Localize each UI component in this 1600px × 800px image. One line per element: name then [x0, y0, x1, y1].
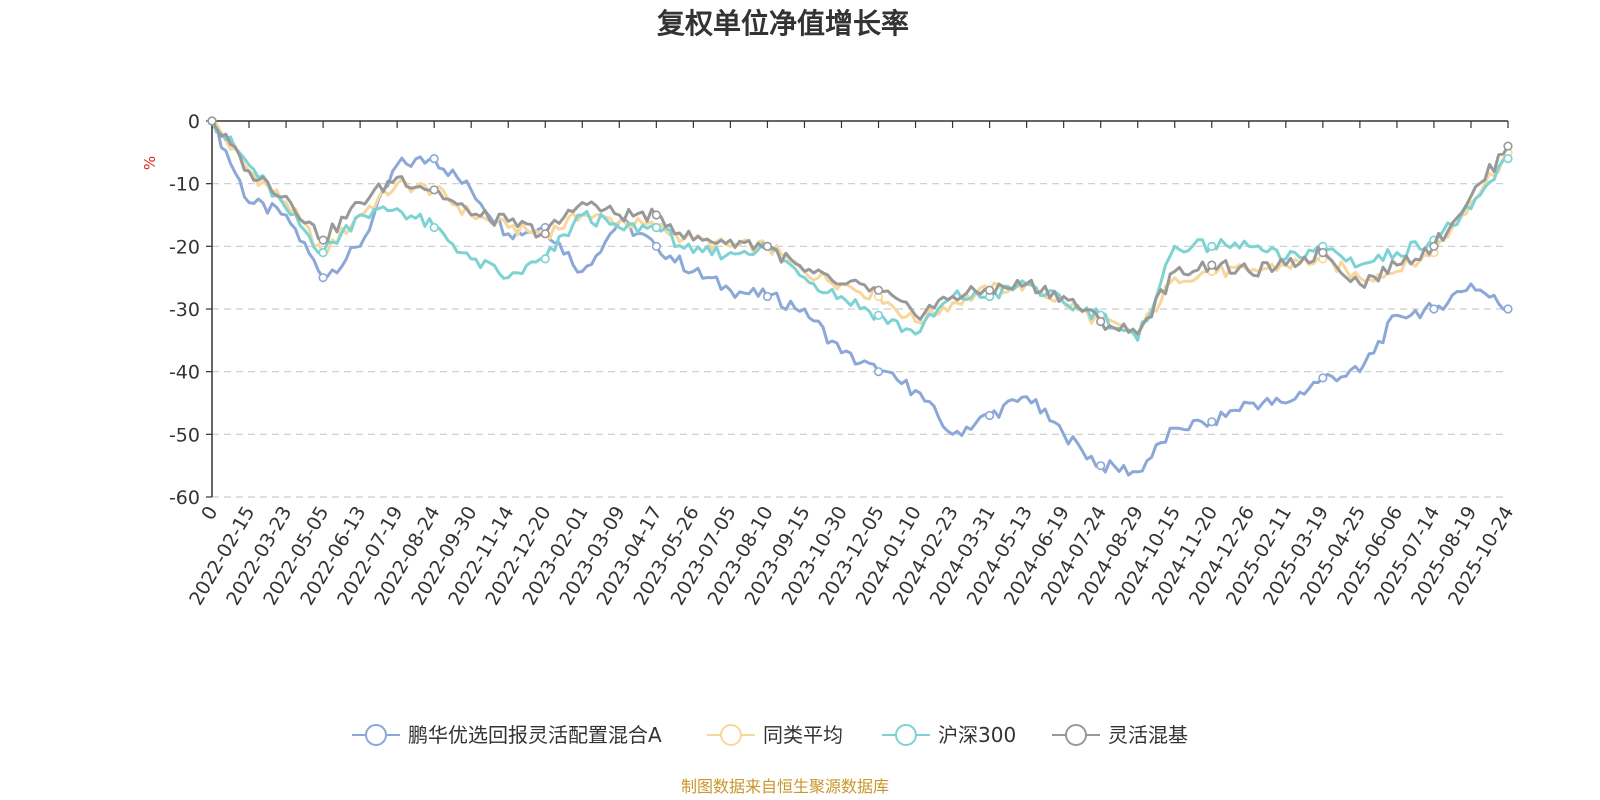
series-3-point-21	[984, 285, 995, 295]
legend-item-3[interactable]: 灵活混基	[1052, 723, 1188, 747]
series-2-point-35	[1503, 154, 1513, 164]
series-3-point-30	[1318, 248, 1328, 258]
series-0-point-15	[762, 291, 773, 302]
y-axis-unit: %	[141, 156, 159, 170]
legend-label-0: 鹏华优选回报灵活配置混合A	[408, 723, 662, 747]
y-tick-label-3: -30	[169, 299, 200, 321]
series-3-point-18	[873, 285, 884, 295]
legend-label-2: 沪深300	[938, 723, 1016, 747]
series-line-2	[210, 120, 1509, 342]
y-tick-label-1: -10	[169, 174, 200, 196]
source-note: 制图数据来自恒生聚源数据库	[681, 777, 889, 796]
y-tick-label-6: -60	[169, 487, 200, 509]
legend-marker-1	[720, 724, 742, 746]
series-0	[207, 116, 1513, 477]
x-tick-label-0: 0	[197, 503, 222, 524]
series-3-point-24	[1096, 316, 1106, 327]
legend-item-2[interactable]: 沪深300	[882, 723, 1016, 747]
series-3-point-15	[762, 241, 773, 251]
series-2-point-18	[873, 310, 884, 320]
legend-marker-2	[895, 724, 917, 746]
series-3-point-6	[429, 185, 439, 195]
grid-lines	[212, 183, 1508, 498]
series-2	[207, 116, 1513, 342]
series-2-point-3	[318, 248, 328, 258]
y-tick-label-4: -40	[169, 362, 200, 384]
series-3-point-35	[1503, 141, 1513, 151]
x-tick-labels: 02022-02-152022-03-232022-05-052022-06-1…	[185, 503, 1518, 610]
series-0-point-12	[651, 241, 661, 251]
series-lines	[207, 116, 1513, 477]
axes	[206, 120, 1509, 498]
legend-item-1[interactable]: 同类平均	[707, 723, 843, 747]
series-0-point-24	[1096, 461, 1106, 471]
series-0-point-33	[1429, 304, 1439, 314]
series-2-point-12	[651, 222, 661, 233]
series-3-point-27	[1207, 260, 1217, 270]
series-0-point-18	[873, 367, 884, 377]
series-3-point-12	[651, 210, 661, 220]
series-line-1	[211, 119, 1510, 336]
series-2-point-6	[429, 222, 439, 233]
series-2-point-27	[1207, 241, 1217, 251]
series-3-point-33	[1429, 241, 1439, 251]
legend-item-0[interactable]: 鹏华优选回报灵活配置混合A	[352, 723, 662, 747]
legend: 鹏华优选回报灵活配置混合A 同类平均 沪深300 灵活混基	[352, 723, 1188, 747]
legend-label-1: 同类平均	[763, 723, 843, 747]
series-line-0	[210, 119, 1509, 477]
series-3-point-0	[207, 116, 217, 126]
series-0-point-30	[1318, 373, 1328, 383]
legend-marker-3	[1065, 724, 1087, 746]
legend-label-3: 灵活混基	[1108, 723, 1188, 747]
series-0-point-27	[1207, 417, 1217, 427]
series-2-point-9	[540, 254, 550, 264]
y-tick-labels: 0 -10 -20 -30 -40 -50 -60	[169, 111, 200, 509]
y-tick-label-0: 0	[188, 111, 200, 133]
y-tick-label-5: -50	[169, 424, 200, 446]
chart-title: 复权单位净值增长率	[657, 7, 909, 40]
series-3-point-9	[540, 229, 550, 239]
series-line-3	[210, 120, 1510, 336]
series-0-point-21	[984, 410, 995, 421]
legend-marker-0	[365, 724, 387, 746]
series-3-point-3	[318, 235, 328, 245]
series-0-point-3	[318, 273, 328, 283]
series-3	[207, 116, 1513, 336]
y-tick-label-2: -20	[169, 236, 200, 258]
series-1	[207, 116, 1513, 336]
series-0-point-6	[429, 154, 439, 164]
series-0-point-35	[1503, 304, 1513, 314]
